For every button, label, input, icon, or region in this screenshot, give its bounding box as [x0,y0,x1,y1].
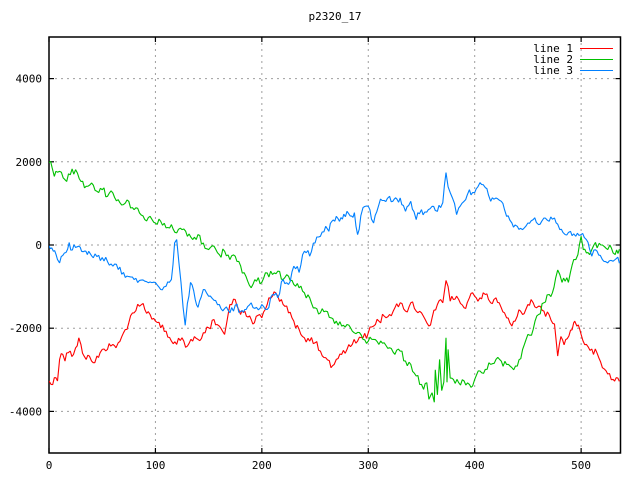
series-line-3 [49,172,620,326]
x-tick-label: 300 [358,459,378,472]
x-tick-label: 400 [465,459,485,472]
x-tick-label: 500 [571,459,591,472]
series-line-2 [49,160,620,403]
y-tick-label: 2000 [16,156,43,169]
legend-item: line 2 [533,54,613,65]
legend-line-sample [580,70,613,71]
legend-label: line 2 [533,53,573,66]
x-tick-label: 100 [145,459,165,472]
y-tick-label: 0 [35,239,42,252]
x-tick-label: 200 [252,459,272,472]
legend-line-sample [580,48,613,49]
legend-item: line 3 [533,65,613,76]
legend-label: line 3 [533,64,573,77]
y-tick-label: 4000 [16,73,43,86]
x-tick-label: 0 [46,459,53,472]
chart-title: p2320_17 [308,10,362,23]
y-tick-label: -4000 [9,405,42,418]
legend-label: line 1 [533,42,573,55]
series-line-1 [49,280,620,386]
legend-line-sample [580,59,613,60]
legend: line 1 line 2 line 3 [533,43,613,76]
y-tick-label: -2000 [9,322,42,335]
legend-item: line 1 [533,43,613,54]
